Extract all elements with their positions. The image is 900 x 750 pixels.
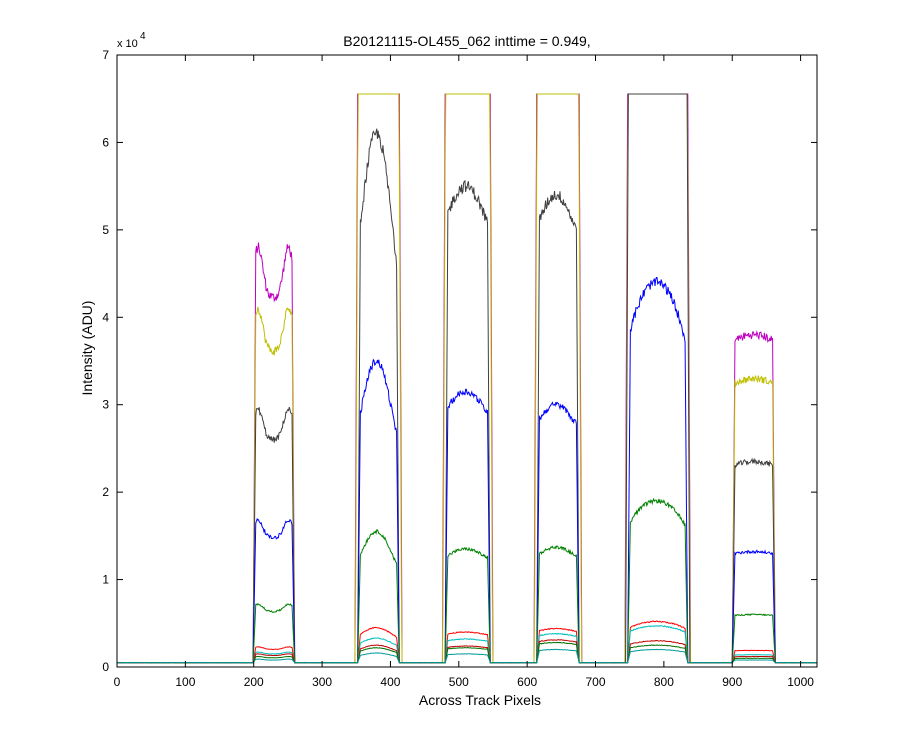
x-tick-label: 600 — [517, 675, 537, 689]
y-tick-label: 0 — [102, 660, 109, 674]
series-line — [116, 648, 818, 664]
x-tick-label: 0 — [114, 675, 121, 689]
x-axis-label: Across Track Pixels — [419, 692, 541, 708]
y-tick-label: 1 — [102, 573, 109, 587]
plot-area — [117, 55, 817, 667]
x-tick-label: 800 — [654, 675, 674, 689]
y-axis-label: Intensity (ADU) — [79, 301, 95, 396]
chart-title: B20121115-OL455_062 inttime = 0.949, — [343, 33, 590, 49]
x-tick-label: 900 — [722, 675, 742, 689]
x-tick-label: 1000 — [787, 675, 814, 689]
y-tick-label: 5 — [102, 223, 109, 237]
x-tick-label: 500 — [449, 675, 469, 689]
plot-frame — [116, 54, 818, 668]
y-tick-label: 3 — [102, 398, 109, 412]
y-ticks: 0 1 2 3 4 5 6 7 — [102, 48, 817, 674]
x-tick-label: 200 — [244, 675, 264, 689]
y-multiplier-label: x 10 — [117, 38, 138, 50]
x-tick-label: 700 — [586, 675, 606, 689]
y-tick-label: 7 — [102, 48, 109, 62]
series-layer — [116, 93, 818, 664]
y-multiplier-exponent: 4 — [140, 31, 146, 42]
y-tick-label: 6 — [102, 135, 109, 149]
x-tick-label: 400 — [380, 675, 400, 689]
y-tick-label: 2 — [102, 485, 109, 499]
x-tick-label: 100 — [175, 675, 195, 689]
y-tick-label: 4 — [102, 310, 109, 324]
x-ticks: 0 100 200 300 400 500 600 700 800 900 1000 — [114, 55, 814, 689]
x-tick-label: 300 — [312, 675, 332, 689]
